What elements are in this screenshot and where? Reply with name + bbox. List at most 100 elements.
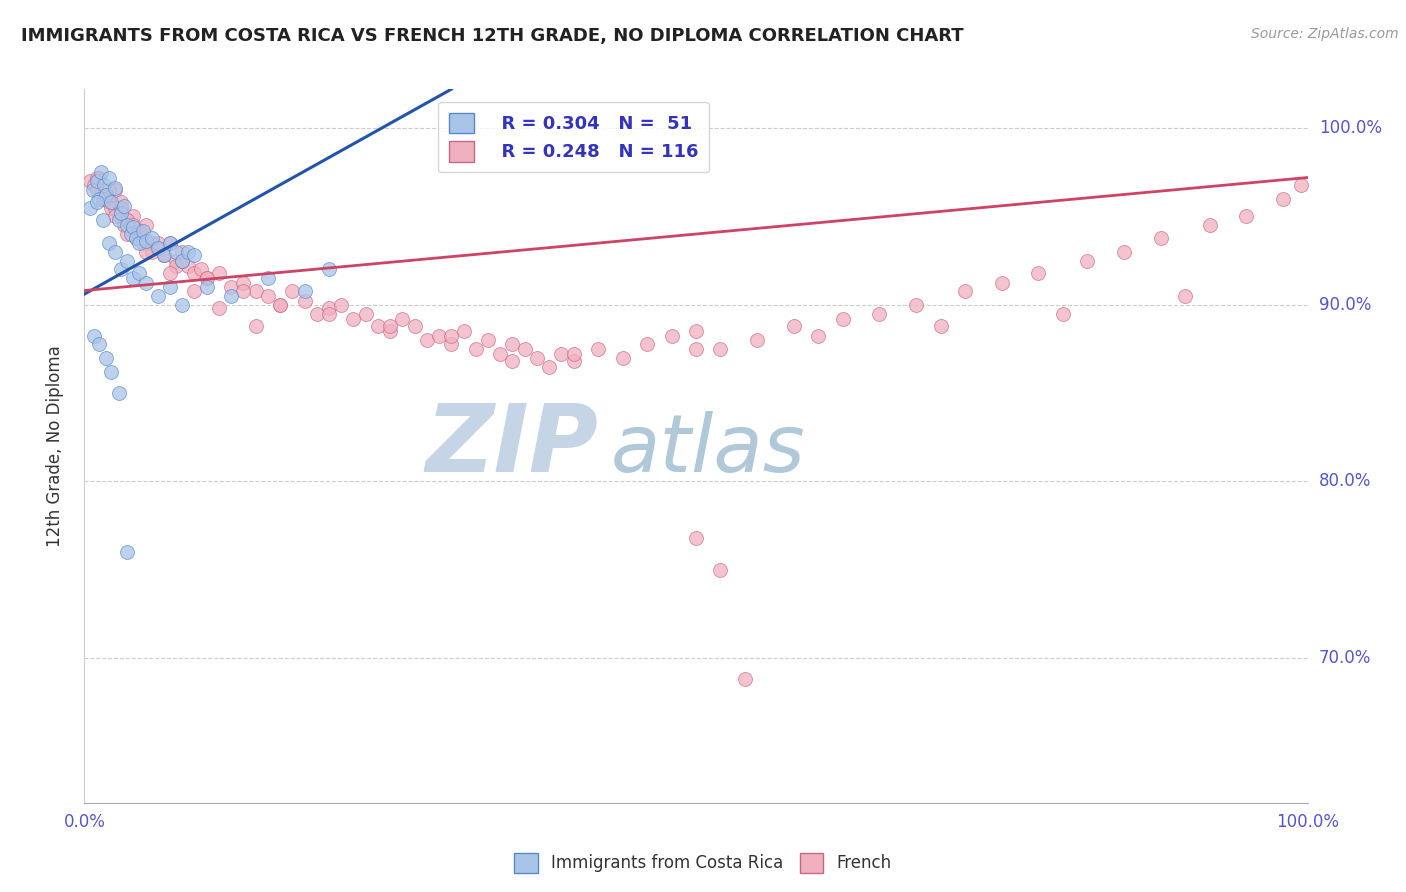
Point	[464, 342, 486, 356]
Point	[100, 201, 122, 215]
Point	[905, 298, 928, 312]
Point	[562, 354, 585, 368]
Point	[807, 329, 830, 343]
Point	[440, 329, 463, 343]
Point	[661, 329, 683, 343]
Point	[453, 324, 475, 338]
Point	[115, 213, 138, 227]
Point	[146, 241, 169, 255]
Point	[159, 235, 181, 250]
Point	[153, 248, 176, 262]
Point	[281, 284, 304, 298]
Point	[104, 201, 127, 215]
Point	[783, 318, 806, 333]
Point	[100, 365, 122, 379]
Point	[141, 235, 163, 250]
Point	[612, 351, 634, 365]
Point	[330, 298, 353, 312]
Point	[132, 235, 155, 250]
Point	[586, 342, 609, 356]
Point	[146, 289, 169, 303]
Point	[257, 289, 280, 303]
Point	[1114, 244, 1136, 259]
Point	[110, 195, 132, 210]
Point	[165, 259, 187, 273]
Point	[104, 210, 127, 224]
Point	[146, 235, 169, 250]
Point	[1272, 192, 1295, 206]
Point	[110, 201, 132, 215]
Point	[685, 531, 707, 545]
Point	[685, 324, 707, 338]
Point	[125, 230, 148, 244]
Point	[128, 223, 150, 237]
Point	[342, 311, 364, 326]
Point	[122, 219, 145, 234]
Point	[831, 311, 853, 326]
Point	[219, 280, 242, 294]
Point	[391, 311, 413, 326]
Point	[96, 188, 118, 202]
Point	[734, 672, 756, 686]
Point	[1028, 266, 1050, 280]
Point	[183, 248, 205, 262]
Point	[477, 333, 499, 347]
Point	[990, 277, 1012, 291]
Point	[120, 227, 142, 241]
Point	[1076, 253, 1098, 268]
Text: 70.0%: 70.0%	[1319, 649, 1371, 667]
Point	[104, 181, 127, 195]
Point	[709, 563, 731, 577]
Point	[93, 178, 115, 192]
Point	[96, 188, 118, 202]
Point	[87, 170, 110, 185]
Point	[97, 183, 120, 197]
Point	[135, 277, 157, 291]
Point	[83, 329, 105, 343]
Point	[1150, 230, 1173, 244]
Legend: Immigrants from Costa Rica, French: Immigrants from Costa Rica, French	[508, 847, 898, 880]
Point	[562, 347, 585, 361]
Point	[97, 195, 120, 210]
Point	[112, 218, 135, 232]
Text: Source: ZipAtlas.com: Source: ZipAtlas.com	[1251, 27, 1399, 41]
Point	[86, 195, 108, 210]
Text: ZIP: ZIP	[425, 400, 598, 492]
Point	[172, 298, 194, 312]
Point	[195, 271, 218, 285]
Point	[416, 333, 439, 347]
Point	[380, 324, 402, 338]
Point	[538, 359, 561, 374]
Point	[929, 318, 952, 333]
Point	[550, 347, 572, 361]
Point	[82, 183, 104, 197]
Point	[122, 218, 145, 232]
Point	[132, 223, 155, 237]
Point	[269, 298, 291, 312]
Point	[172, 253, 194, 268]
Point	[685, 342, 707, 356]
Point	[128, 227, 150, 241]
Point	[86, 174, 108, 188]
Point	[83, 178, 105, 192]
Point	[183, 266, 205, 280]
Point	[159, 235, 181, 250]
Text: 90.0%: 90.0%	[1319, 295, 1371, 314]
Point	[245, 284, 267, 298]
Point	[107, 210, 129, 224]
Point	[177, 259, 200, 273]
Point	[380, 318, 402, 333]
Point	[128, 266, 150, 280]
Point	[869, 306, 891, 320]
Point	[257, 271, 280, 285]
Point	[115, 545, 138, 559]
Point	[195, 280, 218, 294]
Point	[305, 306, 328, 320]
Point	[86, 170, 108, 185]
Point	[219, 289, 242, 303]
Point	[107, 213, 129, 227]
Point	[107, 386, 129, 401]
Text: 100.0%: 100.0%	[1319, 119, 1382, 137]
Point	[318, 262, 340, 277]
Point	[245, 318, 267, 333]
